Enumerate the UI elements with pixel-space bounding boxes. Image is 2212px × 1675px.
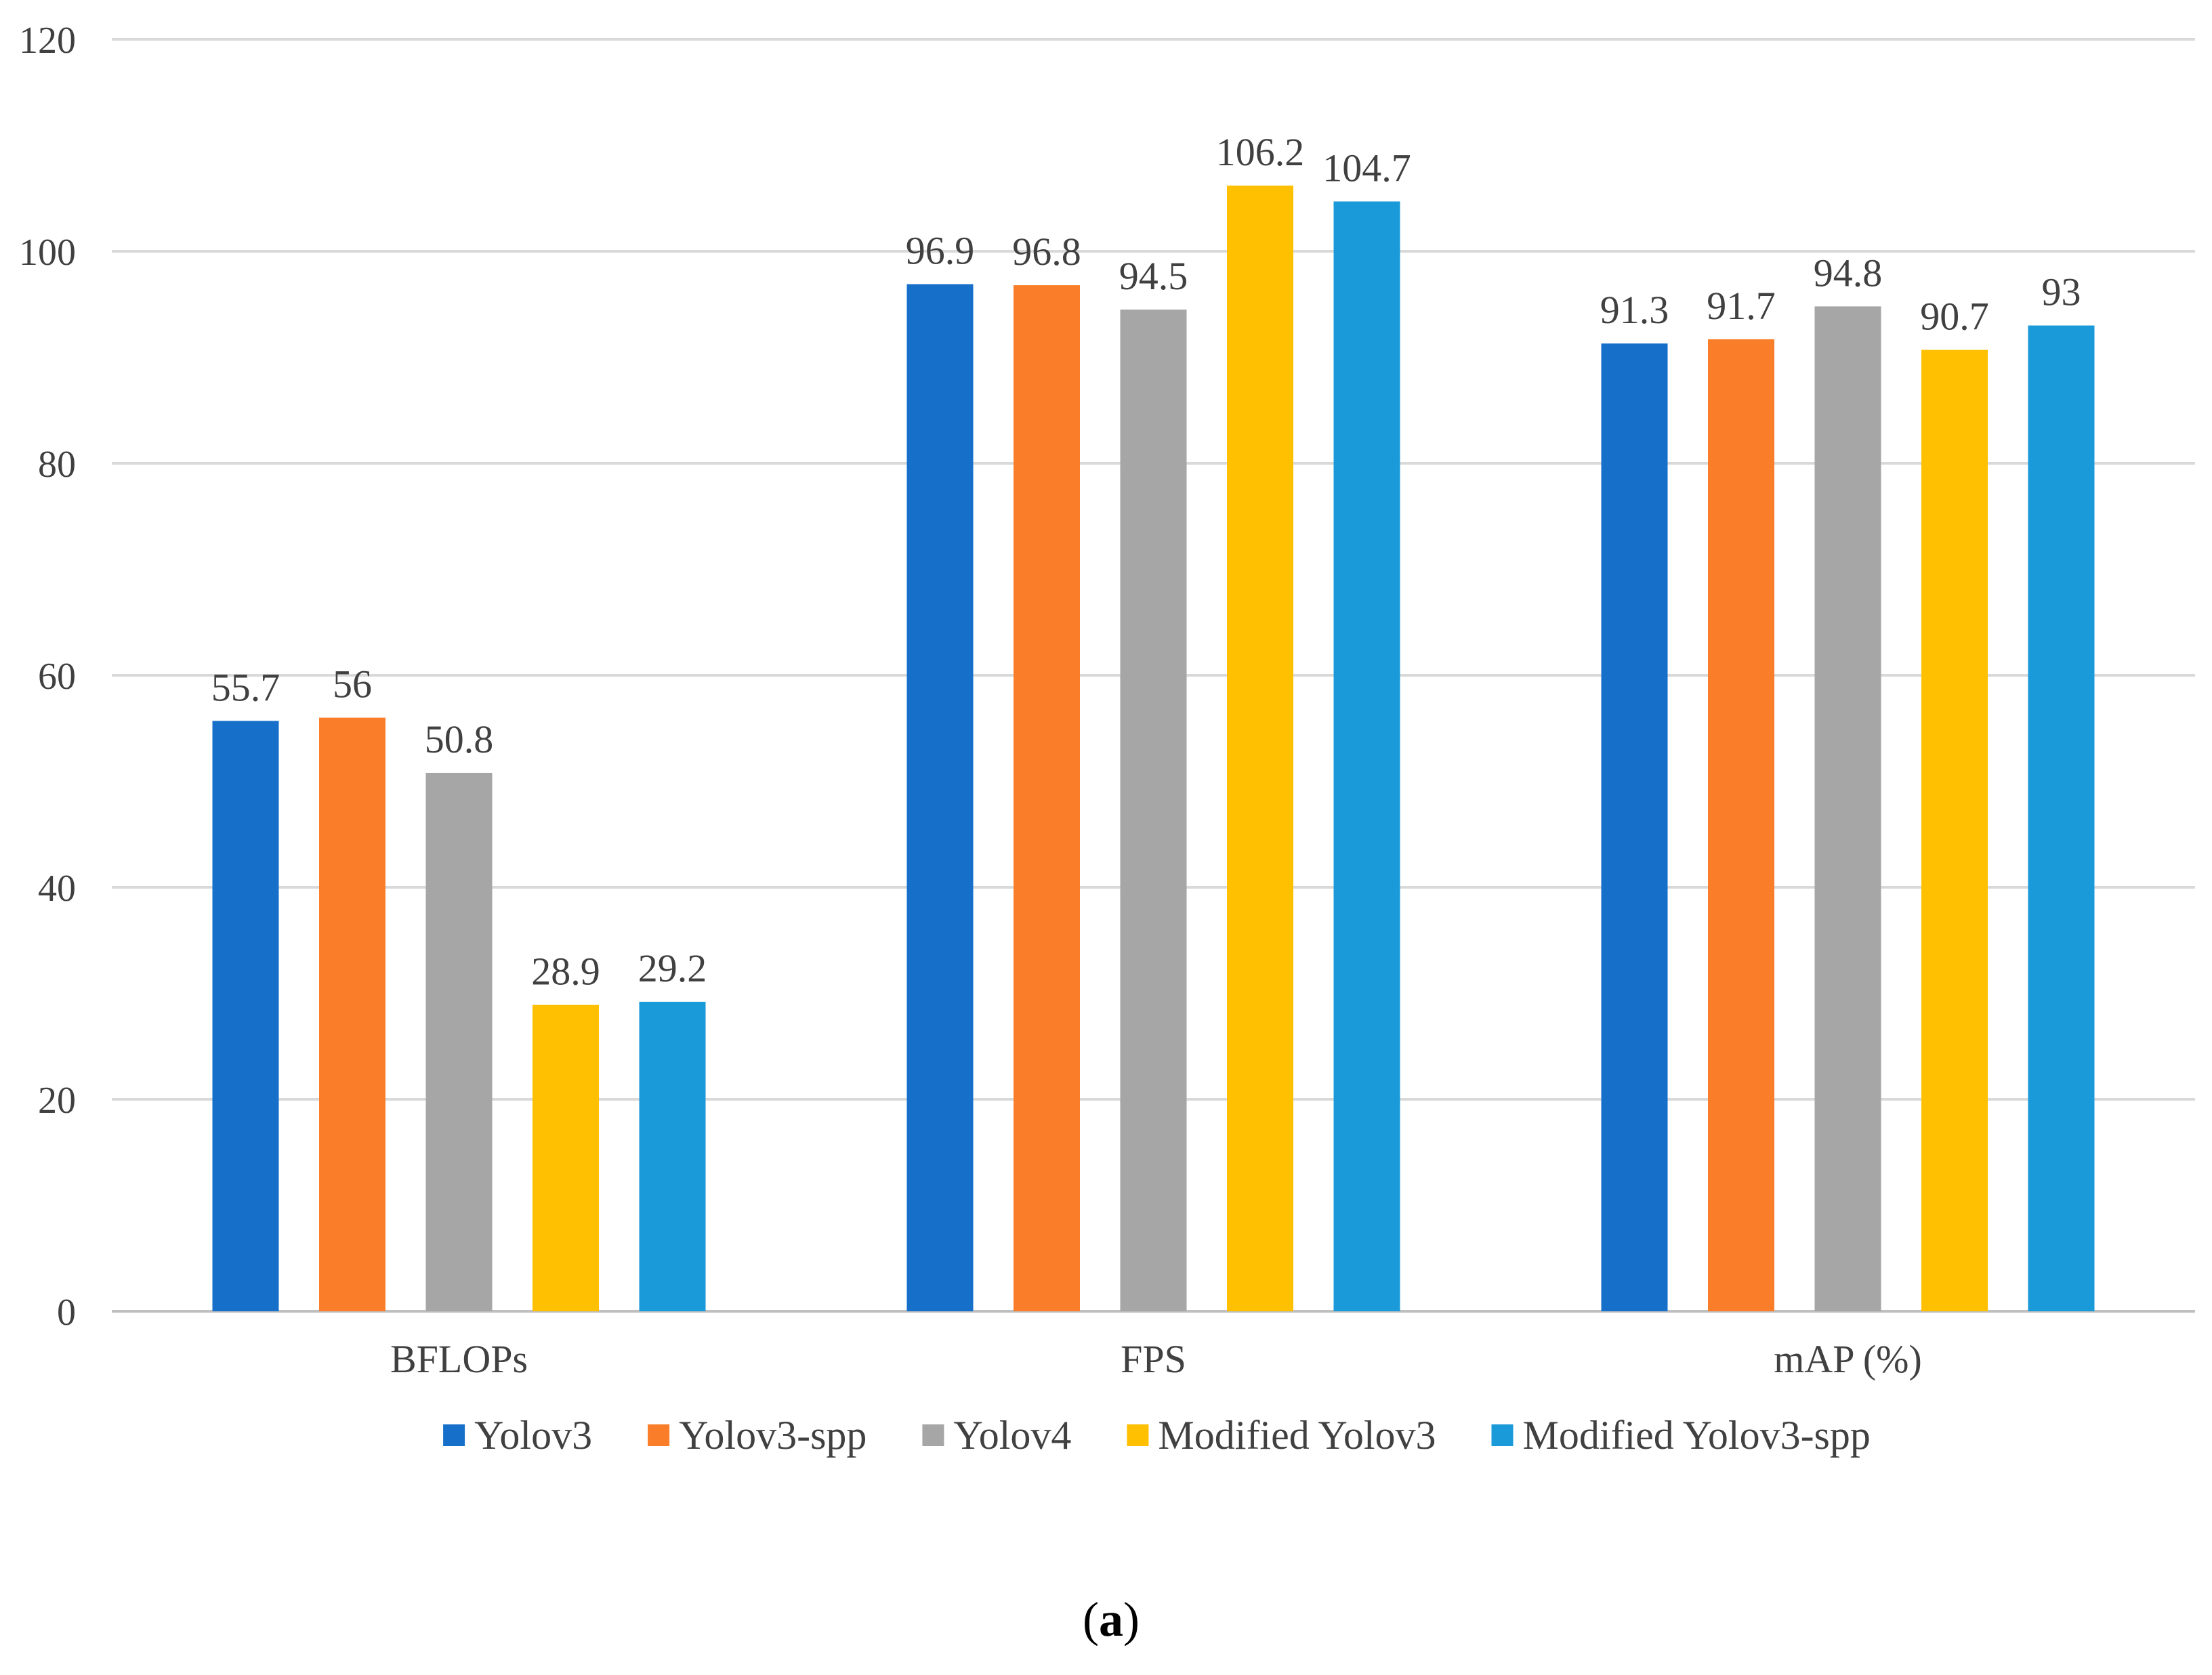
legend-item: Modified Yolov3 [1127,1413,1436,1458]
caption-close: ) [1123,1592,1140,1647]
legend: Yolov3 Yolov3-spp Yolov4 Modified Yolov3 Mod… [443,1413,1871,1458]
legend-swatch-icon [648,1424,670,1446]
x-category-label: mAP (%) [1774,1337,1922,1381]
legend-swatch-icon [922,1424,944,1446]
y-tick-label: 20 [38,1080,76,1122]
legend-label: Modified Yolov3 [1158,1413,1436,1458]
bar-yolov3-1 [906,284,974,1311]
bar-modified-yolov3-0 [533,1004,599,1311]
data-label: 50.8 [425,717,494,761]
bar-modified-yolov3-spp-0 [639,1002,706,1311]
y-tick-label: 0 [57,1292,76,1334]
data-label: 106.2 [1216,130,1305,174]
bar-modified-yolov3-spp-1 [1333,201,1400,1311]
bar-yolov3-0 [212,721,279,1311]
data-label: 90.7 [1920,295,1989,339]
bars [212,185,2095,1312]
legend-label: Modified Yolov3-spp [1523,1413,1871,1458]
bar-yolov3-spp-2 [1708,339,1774,1311]
data-label: 93 [2042,270,2081,314]
data-label: 28.9 [531,950,600,994]
x-category-label: FPS [1121,1337,1186,1381]
bar-yolov3-spp-0 [319,717,385,1311]
data-label: 55.7 [211,665,280,709]
y-tick-label: 80 [38,444,76,486]
figure-caption: (a) [1083,1592,1140,1647]
bar-modified-yolov3-2 [1921,349,1988,1312]
legend-item: Yolov4 [922,1413,1071,1458]
bar-modified-yolov3-1 [1227,185,1293,1312]
data-label: 29.2 [638,946,707,990]
data-label: 96.9 [906,229,975,273]
y-axis-ticks: 0 20 40 60 80 100 120 [19,20,76,1334]
data-label: 91.7 [1707,284,1776,328]
data-label: 94.8 [1814,251,1883,295]
bar-yolov3-spp-1 [1014,285,1080,1312]
y-tick-label: 100 [19,232,76,274]
bar-yolov4-2 [1814,306,1881,1311]
y-tick-label: 120 [19,20,76,62]
legend-item: Modified Yolov3-spp [1491,1413,1871,1458]
x-category-label: BFLOPs [390,1337,528,1381]
bar-yolov4-1 [1120,310,1187,1312]
bar-yolov4-0 [425,772,493,1311]
legend-label: Yolov3 [474,1413,592,1458]
data-label: 56 [333,662,372,706]
data-label: 94.5 [1119,254,1188,298]
caption-letter: a [1099,1592,1123,1647]
data-label: 91.3 [1600,288,1669,332]
legend-swatch-icon [443,1424,465,1446]
legend-item: Yolov3 [443,1413,592,1458]
legend-swatch-icon [1127,1424,1149,1446]
y-tick-label: 40 [38,868,76,910]
data-label: 96.8 [1012,230,1081,274]
data-label: 104.7 [1322,146,1411,190]
x-axis-categories: BFLOPs FPS mAP (%) [390,1337,1922,1381]
legend-label: Yolov4 [953,1413,1071,1458]
caption-open: ( [1083,1592,1099,1647]
legend-swatch-icon [1491,1424,1514,1446]
y-tick-label: 60 [38,656,76,698]
legend-item: Yolov3-spp [648,1413,867,1458]
bar-yolov3-2 [1601,343,1668,1311]
bar-modified-yolov3-spp-2 [2028,325,2095,1311]
legend-label: Yolov3-spp [679,1413,867,1458]
data-labels: 55.7 56 50.8 28.9 29.2 96.9 96.8 94.5 106.2 104.7… [211,130,2081,994]
